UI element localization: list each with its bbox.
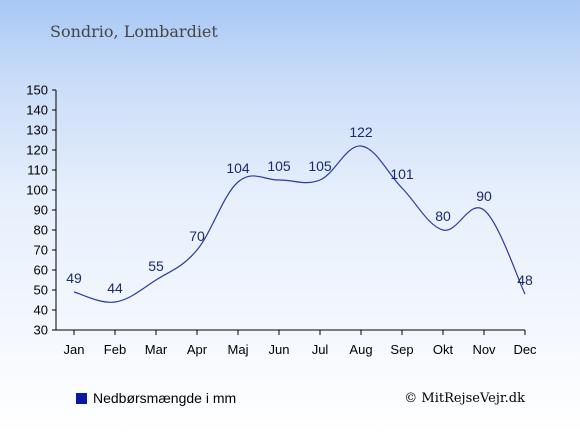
y-tick-label: 50 bbox=[34, 283, 48, 298]
data-label: 80 bbox=[435, 208, 451, 224]
x-tick-label: Feb bbox=[104, 342, 126, 357]
data-label: 55 bbox=[148, 258, 164, 274]
y-tick-label: 150 bbox=[26, 83, 48, 98]
data-label: 104 bbox=[226, 160, 250, 176]
chart-title: Sondrio, Lombardiet bbox=[50, 22, 218, 41]
copyright-credit: © MitRejseVejr.dk bbox=[404, 391, 525, 406]
data-label: 44 bbox=[107, 280, 123, 296]
data-label: 122 bbox=[349, 124, 373, 140]
y-tick-label: 40 bbox=[34, 303, 48, 318]
y-tick-label: 70 bbox=[34, 243, 48, 258]
legend-label: Nedbørsmængde i mm bbox=[93, 390, 236, 406]
data-label: 70 bbox=[189, 228, 205, 244]
y-tick-label: 110 bbox=[27, 163, 48, 178]
x-tick-label: Jul bbox=[312, 342, 329, 357]
legend-marker bbox=[76, 393, 87, 404]
data-label: 101 bbox=[390, 166, 414, 182]
x-tick-label: Mar bbox=[145, 342, 168, 357]
x-tick-label: Jun bbox=[269, 342, 290, 357]
y-tick-label: 90 bbox=[34, 203, 48, 218]
y-tick-label: 60 bbox=[34, 263, 48, 278]
x-tick-label: Jan bbox=[64, 342, 85, 357]
y-tick-label: 80 bbox=[34, 223, 48, 238]
x-tick-label: Dec bbox=[513, 342, 537, 357]
data-label: 90 bbox=[476, 188, 492, 204]
data-label: 48 bbox=[517, 272, 533, 288]
x-tick-label: Okt bbox=[433, 342, 454, 357]
y-tick-label: 140 bbox=[26, 103, 48, 118]
x-tick-label: Apr bbox=[187, 342, 208, 357]
y-tick-label: 100 bbox=[26, 183, 48, 198]
y-tick-label: 30 bbox=[34, 323, 48, 338]
precipitation-series-line bbox=[73, 145, 526, 303]
y-tick-label: 120 bbox=[26, 143, 48, 158]
y-tick-label: 130 bbox=[26, 123, 48, 138]
x-tick-label: Aug bbox=[349, 342, 372, 357]
data-label: 49 bbox=[66, 270, 82, 286]
data-label: 105 bbox=[267, 158, 291, 174]
x-tick-label: Maj bbox=[228, 342, 249, 357]
x-tick-label: Nov bbox=[472, 342, 496, 357]
x-tick-label: Sep bbox=[390, 342, 413, 357]
data-label: 105 bbox=[308, 158, 332, 174]
